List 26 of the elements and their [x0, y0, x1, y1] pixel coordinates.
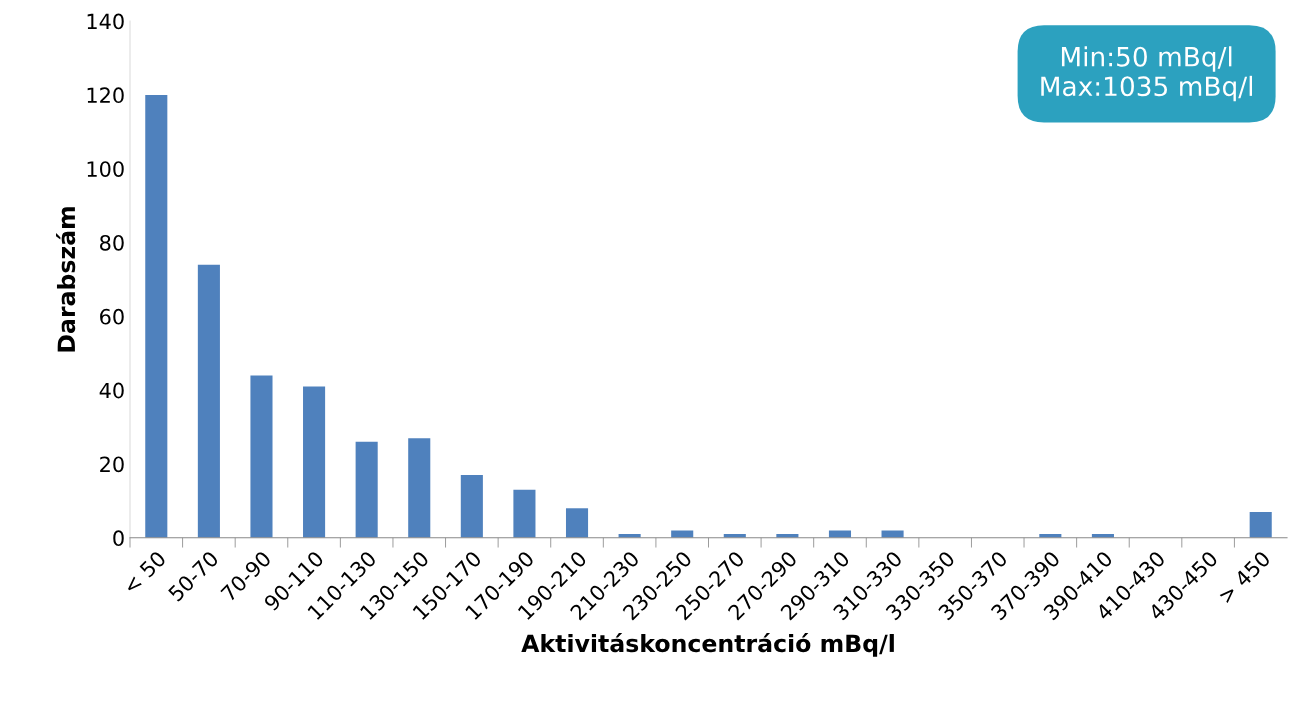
bar — [197, 264, 220, 538]
x-tick-label: < 50 — [122, 550, 167, 595]
bar — [671, 530, 694, 538]
bar — [145, 94, 168, 538]
y-tick-label: 120 — [87, 87, 124, 104]
bar — [460, 475, 483, 538]
y-axis-title: Darabszám — [56, 207, 76, 352]
y-tick-label: 80 — [100, 234, 124, 251]
bar — [355, 441, 378, 538]
bar — [565, 508, 589, 538]
bar — [250, 375, 273, 538]
x-axis-title: Aktivitáskoncentráció mBq/l — [521, 633, 894, 657]
y-tick-label: 0 — [113, 530, 124, 547]
bar — [513, 489, 536, 538]
y-tick-label: 100 — [87, 161, 124, 177]
y-tick-label: 140 — [87, 13, 124, 30]
y-tick-label: 40 — [99, 382, 124, 399]
annotation: Min:50 mBq/l Max:1035 mBq/l — [1041, 46, 1253, 102]
bar — [303, 386, 326, 538]
bar — [408, 438, 431, 538]
bar — [828, 530, 852, 538]
bar — [1249, 511, 1272, 538]
y-tick-label: 20 — [100, 456, 124, 473]
y-tick-label: 60 — [100, 308, 124, 325]
bar — [881, 530, 904, 538]
x-tick-label: > 450 — [1217, 550, 1272, 604]
